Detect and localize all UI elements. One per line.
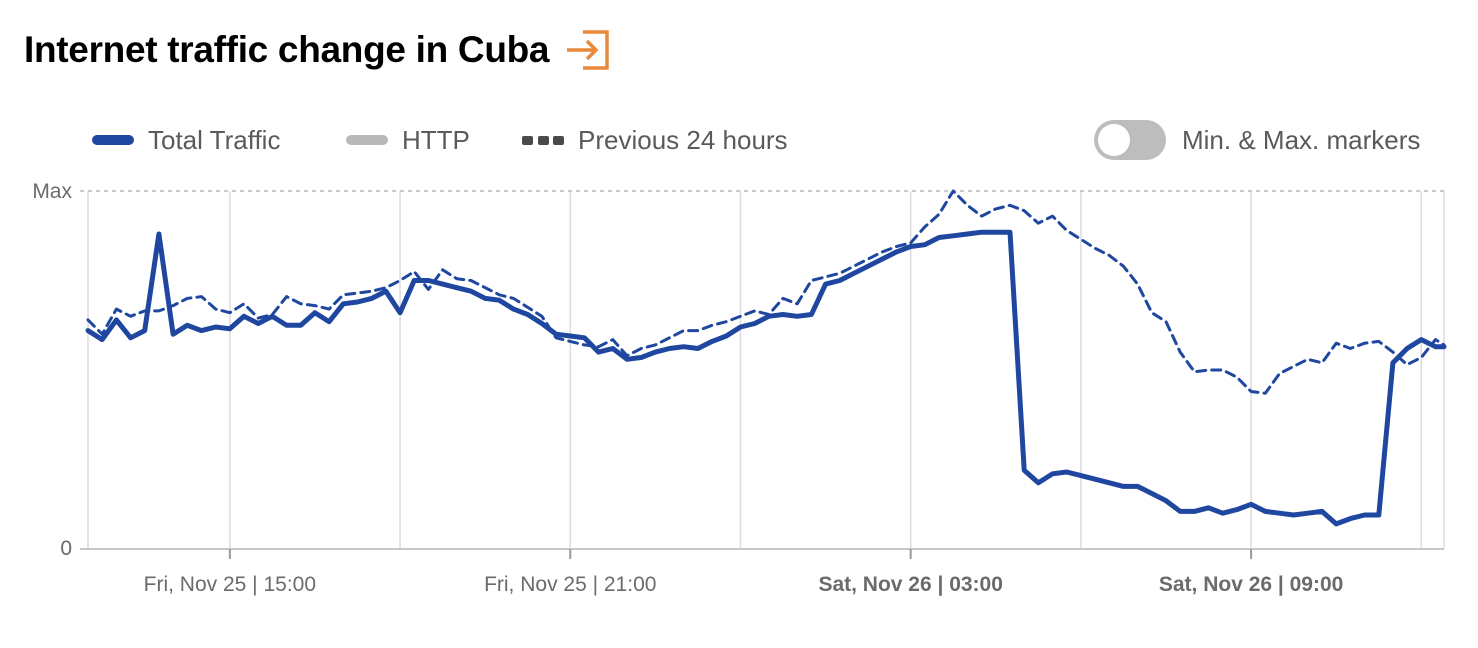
toggle-knob [1098, 124, 1130, 156]
series-line-previous-24-hours [86, 189, 1446, 395]
legend-label-previous: Previous 24 hours [578, 124, 788, 155]
x-tick-label: Sat, Nov 26 | 09:00 [1159, 573, 1343, 596]
chart-grid [80, 190, 1445, 549]
enter-icon[interactable] [563, 28, 613, 72]
chart-axes: Max 0 Fri, Nov 25 | 15:00 Fri, Nov 25 | 21:… [32, 180, 1444, 596]
chart-series [85, 189, 1447, 527]
x-tick-label: Fri, Nov 25 | 15:00 [144, 573, 316, 596]
legend-item-http[interactable]: HTTP [346, 122, 470, 158]
legend-item-total-traffic[interactable]: Total Traffic [92, 122, 280, 158]
min-max-markers-toggle[interactable] [1094, 120, 1166, 160]
legend-swatch-http [346, 135, 388, 145]
min-max-markers-control: Min. & Max. markers [1094, 118, 1420, 162]
min-max-markers-label: Min. & Max. markers [1182, 124, 1421, 155]
series-line-total-traffic [85, 229, 1447, 527]
legend-swatch-previous [522, 135, 564, 145]
legend-label-total: Total Traffic [148, 124, 281, 155]
x-tick-label: Fri, Nov 25 | 21:00 [484, 573, 656, 596]
y-tick-label-zero: 0 [60, 537, 72, 560]
legend-item-previous-24-hours[interactable]: Previous 24 hours [522, 122, 788, 158]
y-tick-label-max: Max [32, 180, 72, 203]
title-row: Internet traffic change in Cuba [24, 24, 613, 76]
page-title: Internet traffic change in Cuba [24, 29, 550, 70]
legend-swatch-total [92, 135, 134, 145]
traffic-chart: Max 0 Fri, Nov 25 | 15:00 Fri, Nov 25 | 21:… [32, 180, 1447, 596]
x-tick-label: Sat, Nov 26 | 03:00 [818, 573, 1002, 596]
legend-label-http: HTTP [402, 124, 470, 155]
